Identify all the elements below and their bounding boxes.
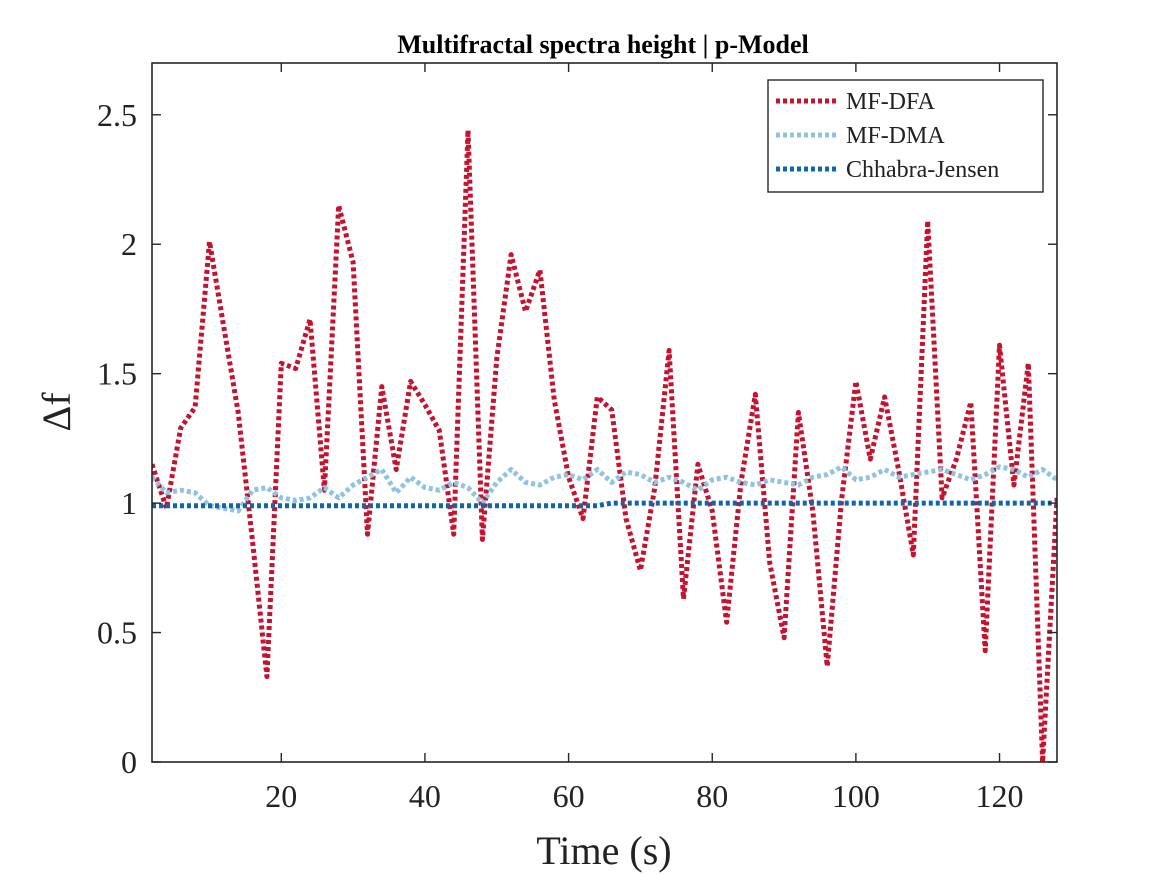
legend: MF-DFA MF-DMA Chhabra-Jensen xyxy=(768,80,1043,192)
legend-label-mf-dma: MF-DMA xyxy=(846,123,945,149)
y-tick-label: 2.5 xyxy=(97,97,137,133)
chart-title: Multifractal spectra height | p-Model xyxy=(397,30,809,59)
y-tick-label: 2 xyxy=(121,226,137,262)
x-tick-label: 120 xyxy=(976,778,1024,814)
x-tick-label: 40 xyxy=(409,778,441,814)
legend-label-mf-dfa: MF-DFA xyxy=(846,89,936,115)
legend-label-chhabra-jensen: Chhabra-Jensen xyxy=(846,157,999,183)
y-tick-label: 0 xyxy=(121,744,137,780)
x-axis-label: Time (s) xyxy=(536,828,671,873)
y-tick-label: 0.5 xyxy=(97,615,137,651)
x-tick-label: 60 xyxy=(553,778,585,814)
y-tick-label: 1 xyxy=(121,485,137,521)
x-tick-label: 80 xyxy=(696,778,728,814)
x-tick-label: 100 xyxy=(832,778,880,814)
y-tick-label: 1.5 xyxy=(97,356,137,392)
x-tick-label: 20 xyxy=(265,778,297,814)
y-axis-label: Δf xyxy=(34,392,79,432)
